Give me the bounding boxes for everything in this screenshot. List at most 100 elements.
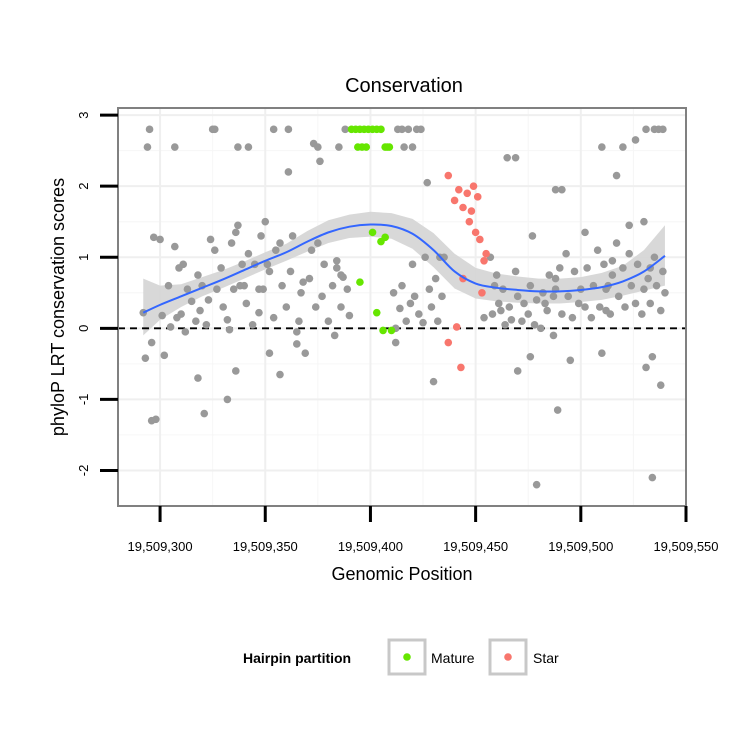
data-point-other	[234, 143, 242, 151]
data-point-other	[196, 306, 204, 315]
data-point-other	[627, 281, 636, 290]
data-point-star	[457, 363, 465, 372]
data-point-other	[276, 239, 284, 247]
data-point-other	[537, 324, 545, 333]
data-point-other	[612, 171, 621, 180]
points-other	[139, 125, 669, 489]
y-tick-label: 1	[76, 254, 91, 261]
data-point-other	[518, 317, 526, 326]
data-point-other	[278, 281, 286, 290]
data-point-other	[558, 310, 566, 318]
legend: Hairpin partition Mature Star	[243, 638, 559, 676]
data-point-other	[598, 349, 606, 357]
data-point-other	[314, 143, 322, 151]
data-point-other	[614, 292, 623, 301]
data-point-other	[553, 406, 562, 414]
data-point-other	[608, 257, 617, 265]
data-point-other	[415, 310, 423, 318]
data-point-other	[284, 168, 293, 176]
data-point-other	[526, 281, 535, 290]
data-point-other	[621, 303, 629, 311]
data-point-mature	[377, 125, 385, 134]
data-point-other	[423, 178, 432, 187]
data-point-other	[598, 143, 606, 151]
data-point-other	[602, 306, 610, 315]
data-point-other	[612, 239, 621, 247]
data-point-mature	[381, 233, 389, 242]
data-point-other	[276, 370, 284, 379]
legend-label-star: Star	[533, 650, 559, 666]
data-point-other	[555, 264, 564, 272]
data-point-other	[570, 267, 579, 276]
data-point-other	[314, 239, 322, 247]
data-point-other	[269, 313, 278, 322]
data-point-other	[633, 260, 642, 269]
data-point-other	[332, 257, 341, 265]
data-point-other	[574, 299, 583, 308]
smooth-line-layer	[142, 223, 666, 314]
data-point-star	[465, 217, 474, 226]
data-point-other	[396, 304, 404, 313]
data-point-star	[444, 338, 453, 347]
data-point-other	[328, 281, 337, 290]
data-point-other	[659, 125, 667, 134]
data-point-other	[406, 299, 415, 308]
data-point-other	[539, 288, 547, 297]
data-point-other	[343, 285, 352, 294]
data-point-star	[476, 235, 484, 244]
data-point-star	[459, 203, 467, 212]
data-point-other	[200, 409, 209, 418]
data-point-star	[482, 249, 490, 258]
data-point-other	[595, 303, 604, 311]
y-tick-label: 0	[76, 325, 91, 332]
data-point-other	[551, 185, 560, 194]
data-point-other	[549, 331, 558, 340]
data-point-other	[391, 338, 400, 347]
data-point-other	[528, 232, 537, 240]
data-point-other	[513, 367, 522, 375]
points-mature	[347, 125, 396, 335]
data-point-other	[295, 317, 303, 326]
data-point-other	[156, 235, 164, 244]
data-point-other	[410, 292, 419, 301]
data-point-other	[505, 303, 514, 311]
data-point-other	[210, 125, 219, 134]
data-point-other	[402, 317, 411, 326]
data-point-other	[223, 315, 232, 324]
data-point-other	[210, 246, 219, 254]
data-point-other	[257, 232, 265, 240]
data-point-other	[305, 274, 314, 283]
y-tick-label: -1	[76, 394, 91, 406]
data-point-star	[455, 185, 463, 194]
data-point-other	[568, 313, 577, 322]
data-point-other	[166, 323, 175, 331]
data-point-other	[497, 306, 505, 315]
data-point-other	[562, 249, 570, 258]
y-axis: -2 -1 0 1 2 3	[76, 111, 118, 476]
data-point-other	[507, 315, 516, 324]
data-point-other	[204, 296, 213, 304]
data-point-other	[255, 285, 263, 294]
data-point-other	[301, 349, 310, 357]
data-point-other	[642, 125, 650, 134]
data-point-other	[566, 356, 575, 365]
confidence-ribbon-layer	[143, 211, 665, 336]
data-point-other	[593, 246, 602, 254]
data-point-other	[652, 281, 661, 290]
data-point-other	[581, 303, 589, 311]
data-point-other	[244, 143, 253, 151]
data-point-other	[265, 267, 274, 276]
data-point-other	[261, 217, 270, 226]
panel-border	[117, 107, 687, 507]
data-point-mature	[383, 143, 392, 151]
data-point-other	[213, 285, 221, 294]
data-point-other	[341, 125, 350, 134]
data-point-other	[520, 299, 528, 308]
data-point-other	[311, 303, 320, 311]
legend-marker-star	[504, 653, 512, 661]
data-point-other	[265, 349, 274, 357]
data-point-other	[389, 288, 398, 297]
data-point-other	[501, 320, 509, 329]
data-point-mature	[372, 308, 381, 317]
data-point-star	[469, 182, 478, 190]
